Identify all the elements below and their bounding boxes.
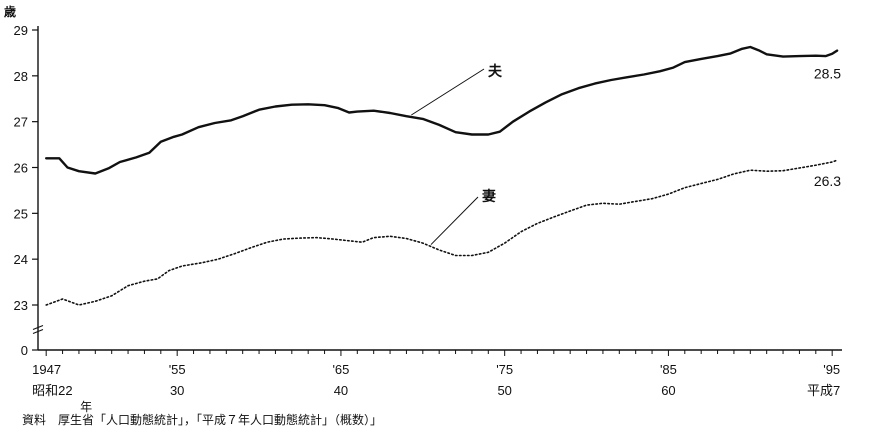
- series-leader-line: [411, 68, 485, 116]
- y-tick-label: 29: [14, 23, 28, 38]
- x-tick-label-western: '95: [823, 362, 840, 377]
- y-tick-label: 28: [14, 69, 28, 84]
- x-tick-label-japanese: 60: [661, 383, 675, 398]
- series-end-label: 26.3: [814, 173, 841, 189]
- y-tick-label: 25: [14, 206, 28, 221]
- series-end-label: 28.5: [814, 66, 841, 82]
- series-annotations: 28.5 夫 26.3 妻: [411, 63, 841, 245]
- source-note: 資料 厚生省「人口動態統計」，「平成７年人口動態統計」（概数）」: [22, 413, 383, 427]
- x-tick-label-western: '85: [660, 362, 677, 377]
- x-tick-label-western: '75: [496, 362, 513, 377]
- y-axis-break-mark: [32, 325, 44, 330]
- y-tick-label: 26: [14, 161, 28, 176]
- x-tick-label-japanese: 30: [170, 383, 184, 398]
- x-tick-label-japanese: 40: [334, 383, 348, 398]
- x-tick-label-japanese: 平成7: [807, 383, 840, 398]
- y-axis: 0 23 24 25 26 27 28 29: [14, 23, 44, 358]
- y-tick-label: 24: [14, 252, 28, 267]
- y-axis-break-mark: [32, 329, 44, 334]
- x-tick-label-western: '65: [332, 362, 349, 377]
- series-line-husband: [45, 45, 839, 175]
- y-axis-unit-label: 歳: [4, 4, 16, 19]
- series-line-wife: [45, 159, 838, 306]
- series-leader-line: [430, 196, 479, 245]
- x-tick-label-western: 1947: [32, 362, 61, 377]
- x-tick-label-japanese: 昭和22: [32, 383, 72, 398]
- series-name-label: 夫: [488, 63, 503, 80]
- y-tick-label: 27: [14, 115, 28, 130]
- y-tick-label: 23: [14, 298, 28, 313]
- y-tick-label: 0: [21, 343, 28, 358]
- x-tick-label-japanese: 50: [497, 383, 511, 398]
- x-tick-label-suffix: 年: [80, 400, 92, 414]
- series-lines: [45, 45, 839, 306]
- series-name-label: 妻: [482, 188, 496, 205]
- x-axis: 1947 昭和22 年 '55 30 '65 40 '75 50 '85 60 '95 平成7: [32, 349, 842, 414]
- x-tick-label-western: '55: [169, 362, 186, 377]
